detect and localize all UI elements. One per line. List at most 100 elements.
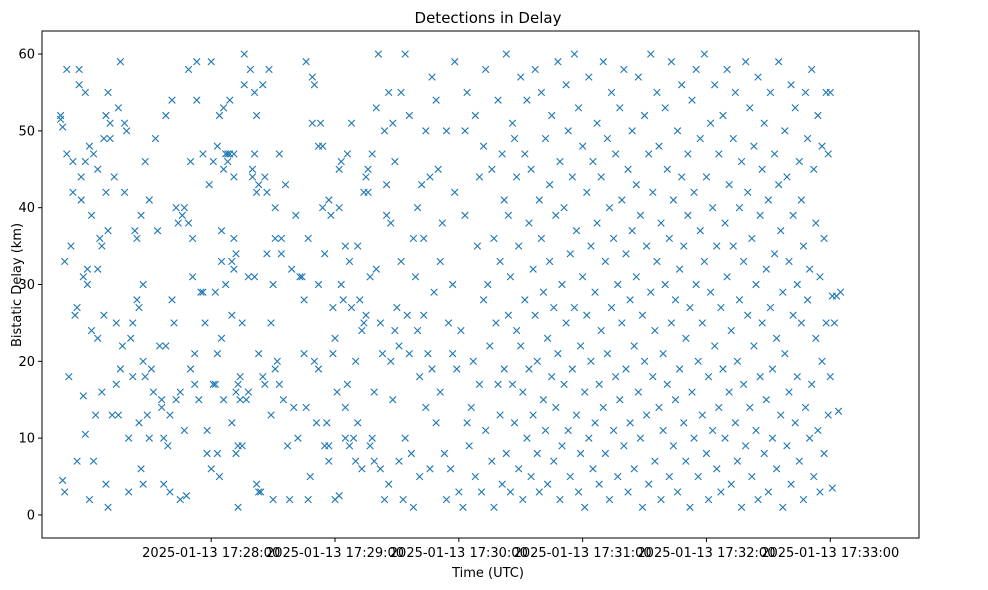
data-point — [382, 211, 391, 220]
data-point — [89, 150, 98, 158]
data-point — [176, 495, 184, 504]
data-point — [572, 227, 581, 235]
data-point — [727, 326, 735, 335]
data-point — [244, 273, 253, 281]
data-point — [182, 492, 191, 500]
data-point — [436, 257, 444, 266]
data-point — [768, 365, 777, 373]
data-point — [325, 196, 333, 204]
data-point — [102, 480, 110, 488]
data-point — [389, 119, 397, 127]
data-point — [711, 81, 719, 89]
data-point — [106, 134, 114, 143]
data-point — [744, 188, 752, 197]
data-point — [362, 311, 370, 319]
data-point — [432, 419, 440, 427]
data-point — [746, 104, 754, 112]
data-point — [803, 134, 812, 143]
data-point — [164, 442, 172, 450]
data-point — [79, 392, 87, 400]
data-point — [269, 495, 277, 504]
data-point — [808, 380, 816, 389]
data-point — [597, 173, 605, 181]
data-point — [415, 472, 424, 481]
data-point — [372, 265, 380, 273]
data-point — [325, 442, 333, 450]
data-point — [254, 349, 263, 358]
data-point — [102, 188, 110, 197]
data-point — [543, 334, 552, 342]
data-point — [531, 65, 539, 74]
data-point — [127, 334, 135, 342]
data-point — [391, 326, 399, 335]
data-point — [329, 349, 337, 358]
data-point — [279, 396, 288, 404]
data-point — [393, 303, 401, 312]
data-point — [69, 188, 77, 197]
data-point — [186, 157, 195, 166]
data-point — [230, 234, 238, 243]
data-point — [413, 326, 422, 335]
data-point — [184, 219, 193, 227]
data-point — [816, 273, 824, 281]
data-point — [543, 480, 552, 488]
data-point — [403, 311, 411, 319]
data-point — [810, 472, 818, 481]
data-point — [519, 495, 527, 504]
data-point — [558, 442, 566, 450]
data-point — [618, 319, 626, 327]
x-tick-label: 2025-01-13 17:32:00 — [637, 546, 775, 561]
data-point — [682, 457, 690, 465]
data-point — [686, 503, 694, 511]
data-point — [310, 357, 319, 366]
data-point — [422, 127, 430, 135]
data-point — [149, 388, 158, 396]
data-point — [581, 503, 589, 511]
data-point — [539, 288, 548, 296]
data-point — [789, 211, 797, 220]
data-point — [151, 134, 160, 143]
data-point — [337, 280, 345, 289]
data-point — [91, 411, 100, 419]
data-point — [397, 257, 405, 266]
data-point — [155, 342, 164, 350]
data-point — [366, 442, 374, 450]
data-point — [265, 65, 273, 74]
data-point — [818, 142, 826, 150]
data-point — [647, 288, 655, 296]
data-point — [67, 242, 75, 250]
data-point — [83, 265, 92, 273]
data-point — [246, 65, 255, 74]
data-point — [341, 242, 350, 250]
data-point — [797, 319, 806, 327]
data-point — [787, 81, 795, 89]
data-point — [504, 211, 513, 220]
data-point — [219, 396, 228, 404]
data-point — [492, 319, 500, 327]
data-point — [203, 426, 211, 435]
data-point — [139, 280, 147, 289]
data-point — [63, 65, 71, 74]
data-point — [98, 388, 106, 396]
data-point — [799, 242, 808, 250]
data-point — [405, 111, 413, 120]
x-tick-label: 2025-01-13 17:31:00 — [514, 546, 652, 561]
data-point — [347, 119, 356, 127]
data-point — [378, 349, 387, 358]
data-point — [250, 273, 259, 281]
data-point — [663, 380, 671, 389]
data-point — [609, 234, 618, 243]
data-point — [481, 65, 490, 74]
data-point — [514, 242, 523, 250]
data-point — [725, 180, 733, 189]
data-point — [133, 296, 141, 304]
data-point — [735, 296, 744, 304]
data-point — [702, 449, 711, 458]
data-point — [756, 211, 764, 220]
data-point — [407, 449, 416, 458]
data-point — [199, 150, 207, 158]
data-point — [219, 104, 228, 112]
data-point — [702, 173, 711, 181]
data-point — [657, 219, 665, 227]
data-point — [430, 288, 438, 296]
